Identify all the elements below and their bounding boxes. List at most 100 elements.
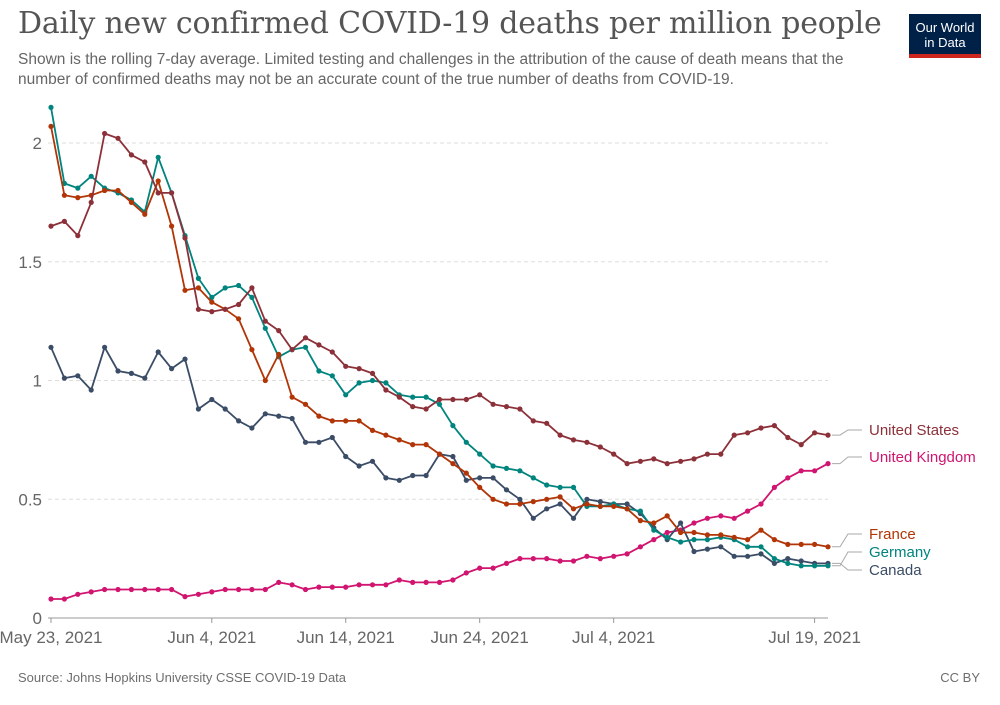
data-point-united-kingdom[interactable] xyxy=(142,586,148,593)
data-point-germany[interactable] xyxy=(423,394,429,400)
data-point-united-kingdom[interactable] xyxy=(356,582,362,588)
data-point-united-states[interactable] xyxy=(517,406,523,412)
data-point-germany[interactable] xyxy=(302,344,309,350)
data-point-united-kingdom[interactable] xyxy=(745,508,751,514)
data-point-france[interactable] xyxy=(396,437,402,443)
data-point-united-states[interactable] xyxy=(155,190,161,196)
data-point-canada[interactable] xyxy=(48,344,54,350)
data-point-united-kingdom[interactable] xyxy=(544,556,550,562)
data-point-france[interactable] xyxy=(477,484,483,490)
data-point-canada[interactable] xyxy=(450,453,456,460)
data-point-france[interactable] xyxy=(651,520,657,526)
data-point-canada[interactable] xyxy=(209,396,215,403)
data-point-united-kingdom[interactable] xyxy=(102,586,108,593)
data-point-united-states[interactable] xyxy=(222,306,228,312)
series-united-states[interactable] xyxy=(48,130,831,467)
data-point-france[interactable] xyxy=(597,503,603,509)
data-point-united-kingdom[interactable] xyxy=(115,586,121,593)
data-point-united-states[interactable] xyxy=(142,159,148,165)
data-point-united-kingdom[interactable] xyxy=(597,556,603,562)
data-point-france[interactable] xyxy=(356,418,362,424)
data-point-canada[interactable] xyxy=(557,501,563,507)
data-point-germany[interactable] xyxy=(517,468,523,474)
data-point-united-kingdom[interactable] xyxy=(396,577,402,583)
data-point-united-states[interactable] xyxy=(88,199,94,205)
data-point-france[interactable] xyxy=(302,401,309,407)
data-point-united-states[interactable] xyxy=(102,130,108,137)
data-point-canada[interactable] xyxy=(704,546,711,552)
data-point-germany[interactable] xyxy=(691,537,697,543)
data-point-united-kingdom[interactable] xyxy=(423,579,429,586)
data-point-germany[interactable] xyxy=(651,527,657,533)
data-point-france[interactable] xyxy=(664,513,670,519)
data-point-canada[interactable] xyxy=(383,475,389,481)
data-point-united-kingdom[interactable] xyxy=(530,556,536,562)
data-point-united-states[interactable] xyxy=(664,461,670,467)
data-point-united-states[interactable] xyxy=(530,418,536,424)
data-point-canada[interactable] xyxy=(785,556,791,562)
data-point-germany[interactable] xyxy=(664,534,670,540)
series-label-france[interactable]: France xyxy=(869,526,916,543)
data-point-france[interactable] xyxy=(517,501,523,507)
data-point-canada[interactable] xyxy=(61,375,67,381)
data-point-united-kingdom[interactable] xyxy=(812,468,818,474)
data-point-canada[interactable] xyxy=(490,475,496,481)
data-point-canada[interactable] xyxy=(88,387,94,393)
data-point-united-states[interactable] xyxy=(209,309,215,315)
data-point-united-kingdom[interactable] xyxy=(718,513,724,519)
data-point-germany[interactable] xyxy=(410,394,416,400)
data-point-germany[interactable] xyxy=(262,325,268,331)
data-point-united-kingdom[interactable] xyxy=(329,584,335,590)
data-point-united-kingdom[interactable] xyxy=(410,579,416,586)
data-point-germany[interactable] xyxy=(477,451,483,457)
data-point-germany[interactable] xyxy=(704,537,711,543)
data-point-united-kingdom[interactable] xyxy=(249,586,255,593)
data-point-united-states[interactable] xyxy=(758,425,764,431)
data-point-united-kingdom[interactable] xyxy=(825,461,831,467)
data-point-united-states[interactable] xyxy=(597,444,603,450)
data-point-canada[interactable] xyxy=(155,349,161,355)
data-point-france[interactable] xyxy=(128,199,134,205)
data-point-canada[interactable] xyxy=(597,499,603,505)
data-point-united-states[interactable] xyxy=(718,451,724,457)
data-point-france[interactable] xyxy=(745,537,751,543)
data-point-united-states[interactable] xyxy=(624,461,630,467)
data-point-canada[interactable] xyxy=(798,558,804,564)
data-point-germany[interactable] xyxy=(316,368,322,374)
data-point-germany[interactable] xyxy=(155,154,161,160)
data-point-canada[interactable] xyxy=(343,453,349,460)
data-point-united-kingdom[interactable] xyxy=(61,596,67,602)
data-point-united-kingdom[interactable] xyxy=(477,565,483,571)
series-label-united-kingdom[interactable]: United Kingdom xyxy=(869,449,976,466)
data-point-france[interactable] xyxy=(249,347,255,353)
data-point-germany[interactable] xyxy=(825,563,831,569)
data-point-france[interactable] xyxy=(262,377,268,384)
data-point-united-states[interactable] xyxy=(356,366,362,372)
data-point-france[interactable] xyxy=(503,501,510,507)
data-point-germany[interactable] xyxy=(463,439,469,445)
data-point-united-states[interactable] xyxy=(651,456,657,462)
data-point-france[interactable] xyxy=(343,418,349,424)
data-point-france[interactable] xyxy=(450,461,456,467)
data-point-united-states[interactable] xyxy=(61,218,67,224)
data-point-united-kingdom[interactable] xyxy=(75,591,81,597)
data-point-united-kingdom[interactable] xyxy=(557,558,563,564)
data-point-germany[interactable] xyxy=(195,275,201,281)
data-point-united-kingdom[interactable] xyxy=(758,501,764,507)
data-point-united-kingdom[interactable] xyxy=(771,484,778,490)
data-point-canada[interactable] xyxy=(584,496,590,502)
data-point-canada[interactable] xyxy=(624,501,630,507)
owid-logo[interactable]: Our World in Data xyxy=(909,14,981,58)
data-point-united-kingdom[interactable] xyxy=(276,579,282,586)
data-point-france[interactable] xyxy=(490,496,496,502)
data-point-canada[interactable] xyxy=(758,551,764,557)
data-point-canada[interactable] xyxy=(289,415,295,422)
data-point-germany[interactable] xyxy=(490,463,496,469)
data-point-france[interactable] xyxy=(316,413,322,419)
data-point-united-kingdom[interactable] xyxy=(517,556,523,562)
data-point-france[interactable] xyxy=(624,506,630,512)
data-point-united-states[interactable] xyxy=(812,430,818,436)
data-point-france[interactable] xyxy=(102,187,108,194)
data-point-germany[interactable] xyxy=(530,475,536,481)
data-point-united-states[interactable] xyxy=(798,442,804,448)
